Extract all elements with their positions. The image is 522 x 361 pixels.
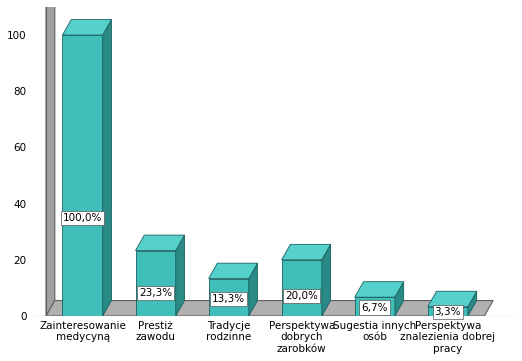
Polygon shape	[136, 235, 184, 251]
Text: 20,0%: 20,0%	[286, 291, 318, 301]
Polygon shape	[249, 263, 257, 316]
Polygon shape	[63, 35, 103, 316]
Text: 3,3%: 3,3%	[435, 307, 461, 317]
Polygon shape	[355, 282, 404, 297]
Polygon shape	[46, 0, 55, 316]
Text: 6,7%: 6,7%	[362, 303, 388, 313]
Polygon shape	[395, 282, 404, 316]
Polygon shape	[428, 307, 468, 316]
Text: 100,0%: 100,0%	[63, 213, 102, 223]
Polygon shape	[136, 251, 176, 316]
Polygon shape	[63, 19, 111, 35]
Polygon shape	[468, 291, 477, 316]
Polygon shape	[355, 297, 395, 316]
Polygon shape	[322, 244, 330, 316]
Polygon shape	[428, 291, 477, 307]
Polygon shape	[282, 244, 330, 260]
Polygon shape	[46, 301, 493, 316]
Polygon shape	[209, 279, 249, 316]
Polygon shape	[209, 263, 257, 279]
Polygon shape	[282, 260, 322, 316]
Text: 13,3%: 13,3%	[212, 294, 245, 304]
Polygon shape	[176, 235, 184, 316]
Text: 23,3%: 23,3%	[139, 288, 172, 298]
Polygon shape	[103, 19, 111, 316]
